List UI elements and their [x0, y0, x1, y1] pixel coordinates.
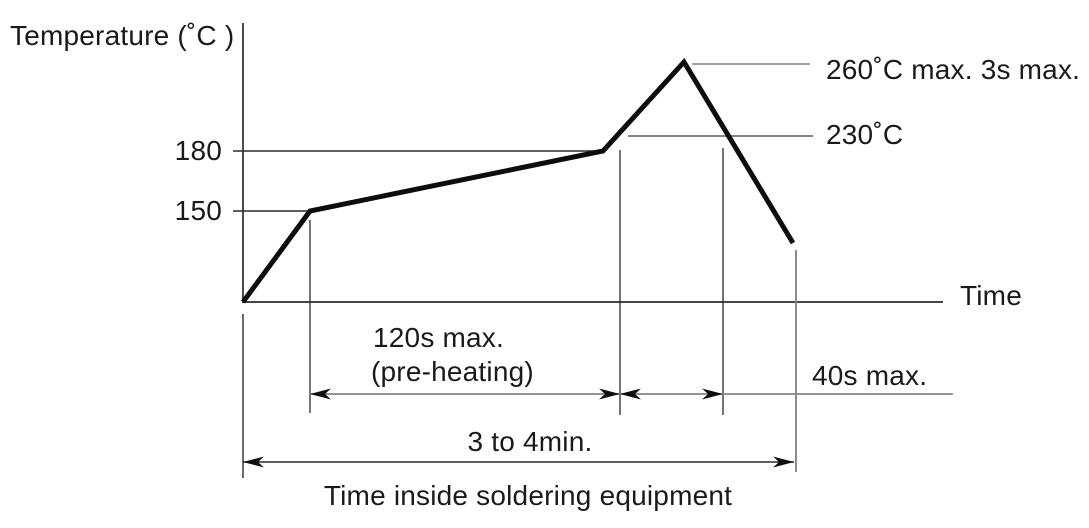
dim-arrow-40s-right [702, 388, 723, 400]
dim-arrow-total-right [773, 456, 794, 468]
above-threshold-duration-label: 40s max. [812, 360, 928, 391]
threshold-annotation: 230˚C [826, 119, 904, 150]
dim-arrow-preheat-right [599, 388, 620, 400]
dim-arrow-preheat-left [310, 388, 331, 400]
x-axis-title: Time [960, 280, 1022, 311]
dim-arrow-40s-left [620, 388, 641, 400]
dim-arrow-total-left [243, 456, 264, 468]
peak-annotation: 260˚C max. 3s max. [826, 54, 1081, 85]
temperature-profile-curve [240, 57, 796, 304]
total-duration-label: 3 to 4min. [467, 426, 593, 457]
y-axis-title: Temperature (˚C ) [10, 20, 235, 51]
preheat-caption-label: (pre-heating) [371, 356, 534, 387]
preheat-duration-label: 120s max. [373, 322, 504, 353]
bottom-caption: Time inside soldering equipment [323, 480, 733, 511]
y-tick-label-150: 150 [174, 195, 222, 226]
y-tick-label-180: 180 [174, 135, 222, 166]
